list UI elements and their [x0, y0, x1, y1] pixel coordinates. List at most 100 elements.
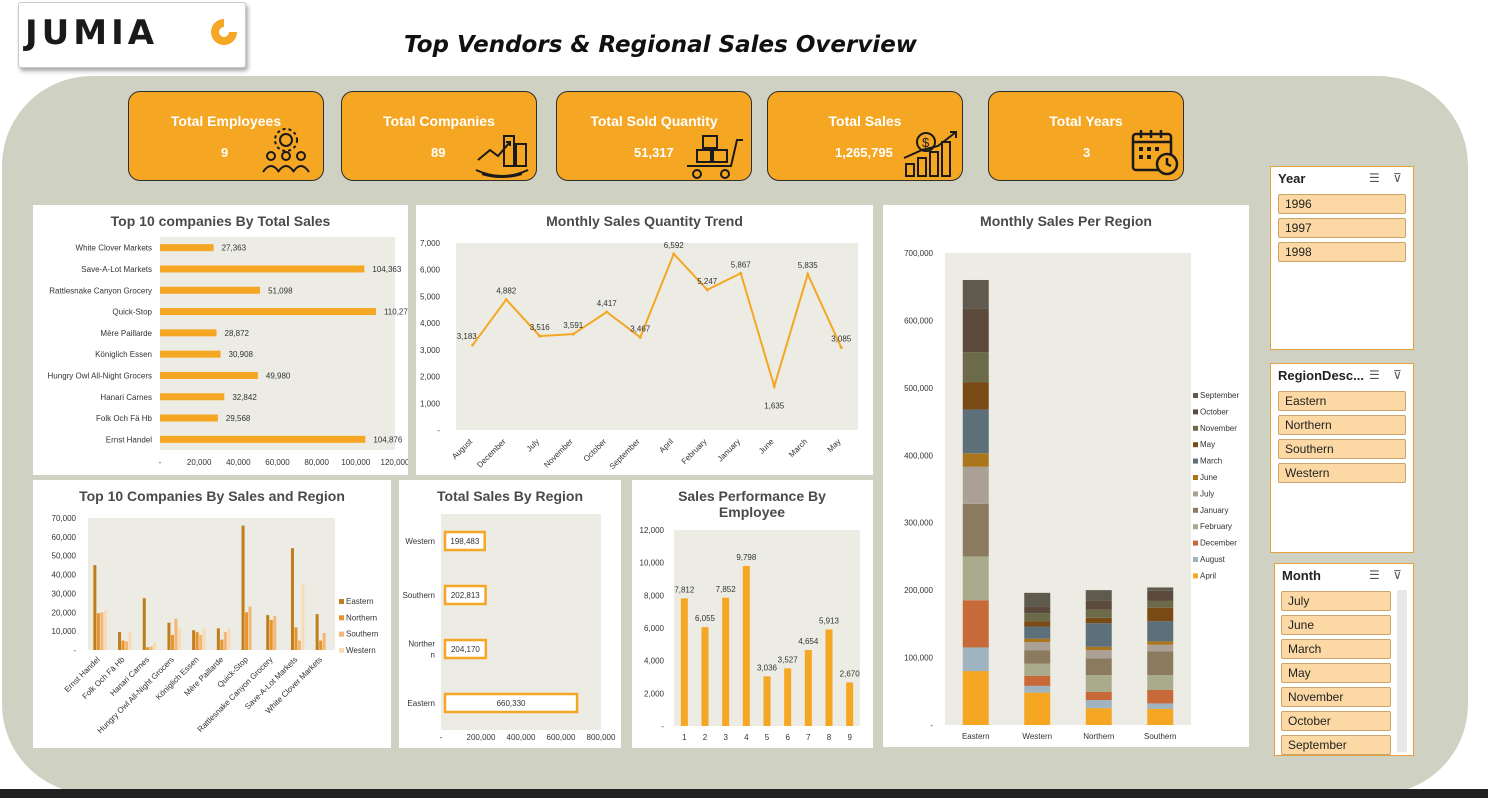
- sheet-tab-bar[interactable]: [0, 789, 1488, 798]
- stack-segment: [1147, 587, 1174, 591]
- slicer-item-november[interactable]: November: [1281, 687, 1391, 707]
- bar: [160, 265, 365, 273]
- kpi-value: 51,317: [634, 145, 674, 160]
- multi-select-icon[interactable]: ☰: [1369, 368, 1380, 382]
- bar: [223, 632, 227, 650]
- calendar-clock-icon: [1131, 130, 1179, 176]
- legend-label: July: [1200, 489, 1214, 498]
- slicer-item-southern[interactable]: Southern: [1278, 439, 1406, 459]
- bar: [199, 634, 203, 650]
- category-label: Save-A-Lot Markets: [81, 265, 152, 274]
- slicer-scrollbar[interactable]: [1397, 590, 1407, 752]
- slicer-item-october[interactable]: October: [1281, 711, 1391, 731]
- slicer-item-september[interactable]: September: [1281, 735, 1391, 755]
- stack-segment: [1024, 692, 1051, 725]
- legend-label: May: [1200, 440, 1215, 449]
- category-label: n: [431, 651, 435, 660]
- stack-segment: [1147, 641, 1174, 645]
- category-label: April: [657, 437, 675, 455]
- slicer-item-northern[interactable]: Northern: [1278, 415, 1406, 435]
- y-tick-label: 8,000: [644, 591, 665, 600]
- y-tick-label: 10,000: [52, 627, 77, 636]
- data-label: 198,483: [450, 537, 479, 546]
- legend-label: October: [1200, 407, 1229, 416]
- stack-segment: [1085, 658, 1112, 676]
- clear-filter-icon[interactable]: ⊽: [1393, 568, 1402, 582]
- region-slicer: RegionDesc... ☰ ⊽ Eastern Northern South…: [1270, 363, 1414, 553]
- category-label: March: [787, 437, 809, 459]
- stack-segment: [1085, 600, 1112, 610]
- chart-title: Total Sales By Region: [437, 488, 583, 504]
- slicer-item-1996[interactable]: 1996: [1278, 194, 1406, 214]
- category-label: 5: [765, 733, 770, 742]
- clear-filter-icon[interactable]: ⊽: [1393, 368, 1402, 382]
- kpi-label: Total Sold Quantity: [590, 113, 718, 129]
- data-label: 9,798: [736, 553, 757, 562]
- slicer-item-march[interactable]: March: [1281, 639, 1391, 659]
- stack-segment: [1085, 617, 1112, 624]
- stack-segment: [1024, 685, 1051, 693]
- category-label: August: [450, 437, 475, 462]
- data-label: 3,467: [630, 324, 651, 333]
- y-tick-label: 30,000: [52, 589, 77, 598]
- data-point: [638, 335, 642, 339]
- x-tick-label: 20,000: [187, 458, 212, 467]
- clear-filter-icon[interactable]: ⊽: [1393, 171, 1402, 185]
- x-tick-label: -: [440, 733, 443, 742]
- data-label: 5,835: [798, 261, 819, 270]
- plot-area: [456, 243, 858, 430]
- stack-segment: [1147, 600, 1174, 608]
- category-label: Mère Paillarde: [100, 329, 152, 338]
- bar: [160, 414, 218, 422]
- legend-swatch: [1193, 507, 1198, 513]
- data-point: [839, 346, 843, 350]
- y-tick-label: 60,000: [52, 533, 77, 542]
- category-label: Königlich Essen: [95, 350, 152, 359]
- kpi-label: Total Companies: [383, 113, 495, 129]
- category-label: January: [716, 437, 742, 463]
- stack-segment: [1024, 642, 1051, 651]
- bar: [443, 638, 488, 660]
- stack-segment: [1147, 644, 1174, 652]
- data-point: [772, 384, 776, 388]
- legend-label: February: [1200, 522, 1232, 531]
- bar: [160, 329, 217, 337]
- slicer-item-may[interactable]: May: [1281, 663, 1391, 683]
- bar: [160, 308, 376, 316]
- slicer-item-june[interactable]: June: [1281, 615, 1391, 635]
- slicer-item-1997[interactable]: 1997: [1278, 218, 1406, 238]
- data-label: 6,055: [695, 614, 716, 623]
- data-label: 4,417: [597, 299, 618, 308]
- data-label: 104,363: [372, 265, 401, 274]
- data-label: 5,247: [697, 277, 718, 286]
- slicer-item-western[interactable]: Western: [1278, 463, 1406, 483]
- chart-title: Top 10 companies By Total Sales: [110, 213, 331, 229]
- data-point: [806, 272, 810, 276]
- multi-select-icon[interactable]: ☰: [1369, 568, 1380, 582]
- legend-swatch: [1193, 475, 1198, 480]
- slicer-item-1998[interactable]: 1998: [1278, 242, 1406, 262]
- bar: [121, 640, 125, 650]
- slicer-item-eastern[interactable]: Eastern: [1278, 391, 1406, 411]
- category-label: 3: [723, 733, 728, 742]
- data-label: 4,882: [496, 287, 517, 296]
- plot-area: [160, 237, 395, 450]
- y-tick-label: 2,000: [644, 689, 665, 698]
- panel-total-sales-region: Total Sales By Region Western 198,483 Sout…: [399, 480, 621, 748]
- slicer-item-july[interactable]: July: [1281, 591, 1391, 611]
- category-label: 1: [682, 733, 687, 742]
- stack-segment: [962, 352, 989, 383]
- kpi-total-years: Total Years 3: [988, 91, 1184, 181]
- bar: [269, 619, 273, 650]
- data-label: 3,183: [457, 332, 478, 341]
- multi-select-icon[interactable]: ☰: [1369, 171, 1380, 185]
- y-tick-label: 6,000: [644, 624, 665, 633]
- category-label: Northern: [1083, 732, 1114, 741]
- bar: [174, 618, 178, 650]
- category-label: Norther: [408, 640, 435, 649]
- y-tick-label: 100,000: [904, 654, 933, 663]
- bar: [315, 614, 319, 650]
- stack-segment: [962, 308, 989, 353]
- bar: [701, 627, 709, 726]
- bar: [160, 244, 214, 252]
